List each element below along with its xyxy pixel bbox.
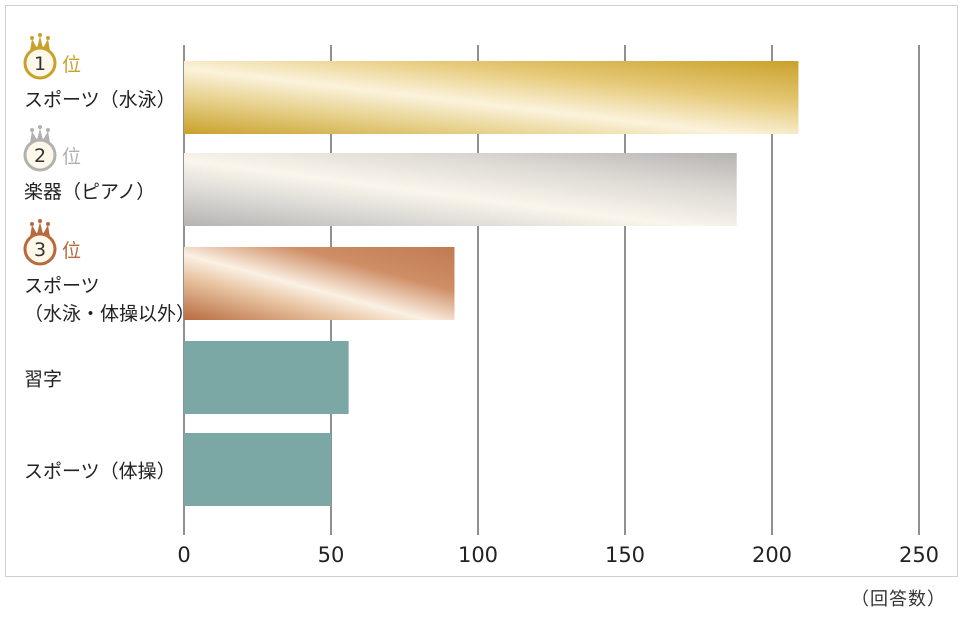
tick-label-200: 200 bbox=[752, 543, 792, 567]
bar-5 bbox=[184, 433, 331, 506]
medal-icon-1 bbox=[23, 33, 57, 80]
bar-1 bbox=[184, 61, 799, 134]
rank-suffix-2: 位 bbox=[62, 146, 81, 168]
tick-label-50: 50 bbox=[318, 543, 345, 567]
bar-4 bbox=[184, 341, 349, 414]
tick-label-150: 150 bbox=[605, 543, 645, 567]
rank-number-1: 1 bbox=[34, 53, 46, 75]
bar-3 bbox=[184, 247, 455, 320]
category-label-2-line-1: 楽器（ピアノ） bbox=[24, 181, 155, 203]
chart-frame bbox=[5, 5, 958, 577]
category-label-5-line-1: スポーツ（体操） bbox=[24, 461, 176, 483]
bar-2 bbox=[184, 153, 737, 226]
rank-suffix-1: 位 bbox=[62, 54, 81, 76]
medal-icon-3 bbox=[23, 219, 57, 266]
category-label-4-line-1: 習字 bbox=[24, 369, 62, 391]
rank-number-2: 2 bbox=[34, 145, 46, 167]
category-label-3-line-2: （水泳・体操以外） bbox=[24, 303, 195, 325]
tick-label-100: 100 bbox=[458, 543, 498, 567]
medal-icon-2 bbox=[23, 125, 57, 172]
category-label-1-line-1: スポーツ（水泳） bbox=[24, 89, 176, 111]
tick-label-0: 0 bbox=[177, 543, 190, 567]
unit-label: （回答数） bbox=[851, 589, 946, 610]
rank-suffix-3: 位 bbox=[62, 240, 81, 262]
tick-label-250: 250 bbox=[899, 543, 939, 567]
rank-number-3: 3 bbox=[34, 239, 46, 261]
category-label-3-line-1: スポーツ bbox=[24, 275, 100, 297]
